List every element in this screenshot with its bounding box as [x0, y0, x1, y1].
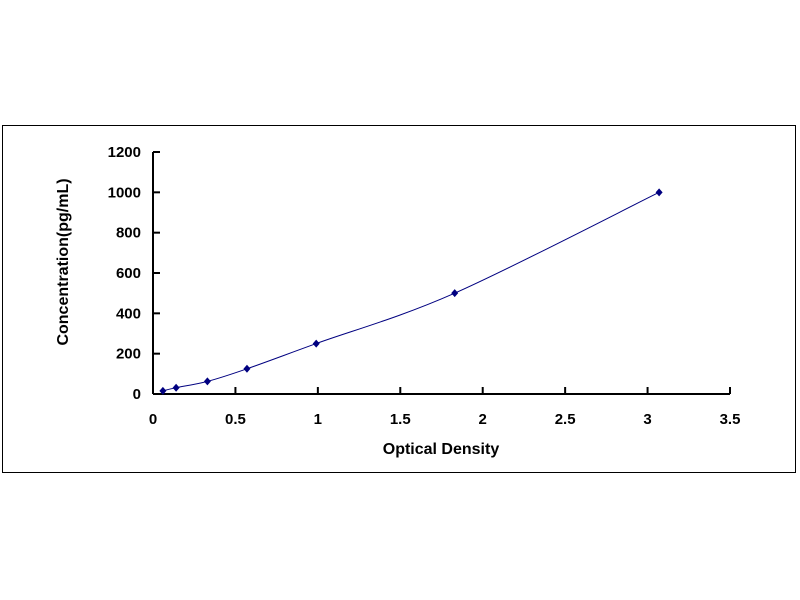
y-tick-label: 800: [116, 225, 141, 242]
data-point: [203, 377, 211, 386]
data-point: [312, 339, 320, 348]
y-tick-label: 1200: [108, 144, 141, 161]
x-tick-label: 0: [149, 411, 157, 428]
x-tick-label: 1: [314, 411, 322, 428]
x-tick-label: 2.5: [555, 411, 576, 428]
y-tick-label: 0: [133, 386, 141, 403]
data-point: [451, 289, 459, 298]
y-tick-label: 200: [116, 346, 141, 363]
axes: [152, 152, 730, 395]
y-tick-label: 400: [116, 305, 141, 322]
y-tick-label: 600: [116, 265, 141, 282]
y-tick-label: 1000: [108, 184, 141, 201]
x-tick-label: 3.5: [720, 411, 741, 428]
chart-frame: [2, 125, 796, 473]
x-tick-label: 1.5: [390, 411, 411, 428]
x-tick-label: 2: [479, 411, 487, 428]
x-axis-label: Optical Density: [383, 441, 500, 458]
data-point: [655, 188, 663, 197]
data-point: [243, 364, 251, 373]
x-tick-label: 3: [643, 411, 651, 428]
data-point: [159, 386, 167, 395]
y-axis-label: Concentration(pg/mL): [55, 178, 72, 345]
data-point: [172, 383, 180, 392]
series-line: [162, 191, 660, 392]
x-tick-label: 0.5: [225, 411, 246, 428]
